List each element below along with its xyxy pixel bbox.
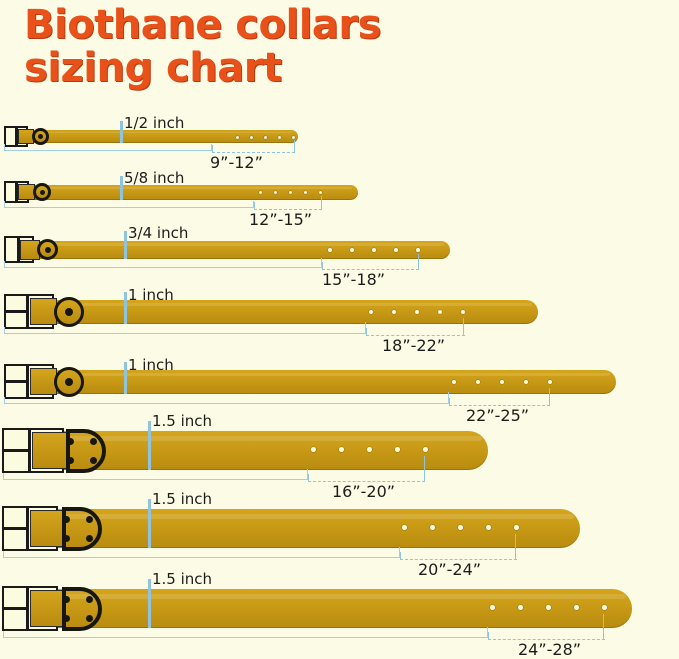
range-dimline	[400, 559, 517, 560]
d-ring	[66, 429, 106, 473]
width-label: 1 inch	[128, 286, 174, 304]
range-label: 18”-22”	[382, 336, 446, 355]
length-baseline	[4, 403, 449, 404]
d-ring	[62, 587, 102, 631]
length-baseline	[4, 333, 366, 334]
range-label: 24”-28”	[518, 640, 582, 659]
width-tick	[124, 231, 127, 259]
range-dimline	[212, 152, 295, 153]
collar-strap	[30, 130, 298, 143]
width-label: 5/8 inch	[124, 169, 185, 187]
width-label: 1/2 inch	[124, 114, 185, 132]
range-dimline	[449, 405, 550, 406]
collar-strap	[30, 185, 358, 200]
range-label: 9”-12”	[210, 153, 263, 172]
width-tick	[124, 362, 127, 394]
range-dimline	[322, 269, 419, 270]
width-label: 1.5 inch	[152, 490, 213, 508]
length-baseline	[4, 207, 254, 208]
collar-strap	[44, 370, 616, 394]
width-label: 1.5 inch	[152, 570, 213, 588]
width-tick	[120, 176, 123, 200]
range-dimline	[254, 209, 322, 210]
width-tick	[148, 499, 151, 548]
range-dimline	[366, 335, 465, 336]
width-tick	[120, 121, 123, 143]
range-dimline	[488, 639, 605, 640]
width-label: 3/4 inch	[128, 224, 189, 242]
range-label: 16”-20”	[332, 482, 396, 501]
width-tick	[148, 579, 151, 628]
width-tick	[148, 421, 151, 470]
width-tick	[124, 292, 127, 324]
length-baseline	[4, 150, 212, 151]
collar-strap	[20, 589, 632, 628]
range-label: 20”-24”	[418, 560, 482, 579]
length-baseline	[3, 479, 308, 480]
length-baseline	[3, 557, 400, 558]
range-label: 15”-18”	[322, 270, 386, 289]
collar-strap	[20, 509, 580, 548]
width-label: 1.5 inch	[152, 412, 213, 430]
d-ring	[54, 367, 84, 397]
range-label: 12”-15”	[249, 210, 313, 229]
width-label: 1 inch	[128, 356, 174, 374]
range-dimline	[308, 481, 425, 482]
page-title: Biothane collars sizing chart	[24, 2, 381, 91]
range-label: 22”-25”	[466, 406, 530, 425]
d-ring	[62, 507, 102, 551]
collar-strap	[36, 241, 450, 259]
length-baseline	[3, 637, 488, 638]
length-baseline	[4, 267, 322, 268]
